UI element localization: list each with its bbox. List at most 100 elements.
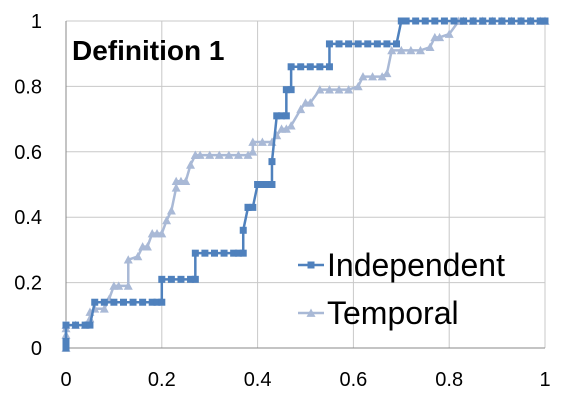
- data-point-temporal: [382, 68, 392, 78]
- data-point-temporal: [162, 215, 172, 225]
- data-point-temporal: [435, 32, 445, 42]
- data-point-independent: [239, 249, 247, 257]
- series-independent: [62, 17, 549, 352]
- data-point-temporal: [142, 242, 152, 251]
- data-point-temporal: [425, 42, 435, 51]
- data-point-independent: [345, 40, 353, 48]
- data-point-temporal: [171, 183, 181, 192]
- x-tick-label: 0.2: [148, 369, 176, 391]
- x-tick-label: 0.6: [339, 369, 367, 391]
- data-point-temporal: [224, 150, 234, 159]
- data-point-independent: [479, 17, 487, 25]
- series-line-independent: [64, 19, 545, 348]
- data-point-independent: [72, 321, 80, 329]
- data-point-temporal: [315, 85, 325, 94]
- data-point-temporal: [396, 45, 406, 55]
- data-point-independent: [282, 112, 290, 120]
- data-point-temporal: [415, 45, 425, 55]
- data-point-independent: [287, 86, 295, 94]
- data-point-temporal: [444, 29, 454, 38]
- data-point-independent: [527, 17, 535, 25]
- data-point-independent: [81, 321, 89, 329]
- chart-title: Definition 1: [72, 35, 224, 66]
- data-point-temporal: [214, 150, 224, 159]
- data-point-independent: [62, 337, 70, 345]
- data-point-independent: [244, 203, 252, 211]
- legend-item-independent: Independent: [298, 247, 505, 283]
- data-point-temporal: [305, 98, 315, 107]
- data-point-independent: [167, 275, 175, 283]
- data-point-temporal: [114, 281, 124, 290]
- data-point-temporal: [286, 121, 296, 130]
- legend-marker-temporal: [306, 308, 316, 317]
- data-point-temporal: [205, 150, 215, 159]
- data-point-independent: [249, 203, 257, 211]
- data-point-independent: [488, 17, 496, 25]
- legend: Independent Temporal: [298, 247, 505, 331]
- legend-label-independent: Independent: [327, 247, 505, 283]
- y-tick-label: 0: [31, 338, 42, 360]
- data-point-independent: [335, 40, 343, 48]
- legend-marker-independent: [307, 261, 315, 269]
- data-point-independent: [239, 226, 247, 234]
- data-point-temporal: [233, 150, 243, 159]
- gridlines: [65, 20, 546, 349]
- data-point-temporal: [166, 206, 176, 215]
- data-point-independent: [282, 86, 290, 94]
- data-point-independent: [373, 40, 381, 48]
- data-point-independent: [536, 17, 544, 25]
- y-tick-label: 0.6: [14, 142, 42, 164]
- data-point-temporal: [334, 85, 344, 94]
- data-point-independent: [431, 17, 439, 25]
- data-point-independent: [397, 17, 405, 25]
- data-point-temporal: [157, 229, 167, 238]
- data-point-independent: [517, 17, 525, 25]
- data-point-independent: [230, 249, 238, 257]
- legend-label-temporal: Temporal: [327, 295, 459, 331]
- data-point-independent: [268, 158, 276, 166]
- data-point-temporal: [377, 72, 387, 81]
- data-point-independent: [158, 275, 166, 283]
- data-point-independent: [402, 17, 410, 25]
- data-point-temporal: [257, 137, 267, 146]
- data-point-independent: [393, 40, 401, 48]
- x-tick-label: 0.4: [244, 369, 272, 391]
- legend-item-temporal: Temporal: [298, 295, 459, 331]
- data-point-temporal: [123, 255, 133, 264]
- data-point-temporal: [248, 137, 258, 146]
- data-point-independent: [460, 17, 468, 25]
- x-tick-label: 1: [539, 369, 550, 391]
- data-point-independent: [191, 249, 199, 257]
- data-point-independent: [201, 249, 209, 257]
- data-point-independent: [119, 298, 127, 306]
- data-point-temporal: [368, 72, 378, 81]
- y-tick-label: 1: [31, 11, 42, 33]
- data-point-temporal: [181, 176, 191, 186]
- data-point-temporal: [186, 160, 196, 169]
- data-point-independent: [158, 298, 166, 306]
- data-point-independent: [273, 112, 281, 120]
- data-point-temporal: [248, 147, 258, 156]
- data-point-independent: [139, 298, 147, 306]
- data-point-temporal: [133, 251, 143, 261]
- series-layer: [61, 16, 550, 352]
- data-point-temporal: [358, 72, 368, 81]
- data-point-independent: [541, 17, 549, 25]
- data-point-independent: [91, 298, 99, 306]
- data-point-temporal: [99, 304, 109, 313]
- data-point-temporal: [123, 281, 133, 290]
- data-point-independent: [507, 17, 515, 25]
- data-point-independent: [412, 17, 420, 25]
- data-point-independent: [354, 40, 362, 48]
- data-point-independent: [268, 181, 276, 188]
- data-point-independent: [469, 17, 477, 25]
- data-point-independent: [306, 63, 314, 71]
- data-point-independent: [191, 275, 199, 283]
- data-point-independent: [234, 249, 242, 257]
- data-point-independent: [287, 63, 295, 71]
- axes: 0 0.2 0.4 0.6 0.8 1 0 0.2 0.4 0.6 0.8 1: [14, 11, 550, 391]
- x-tick-label: 0: [60, 369, 71, 391]
- data-point-independent: [450, 17, 458, 25]
